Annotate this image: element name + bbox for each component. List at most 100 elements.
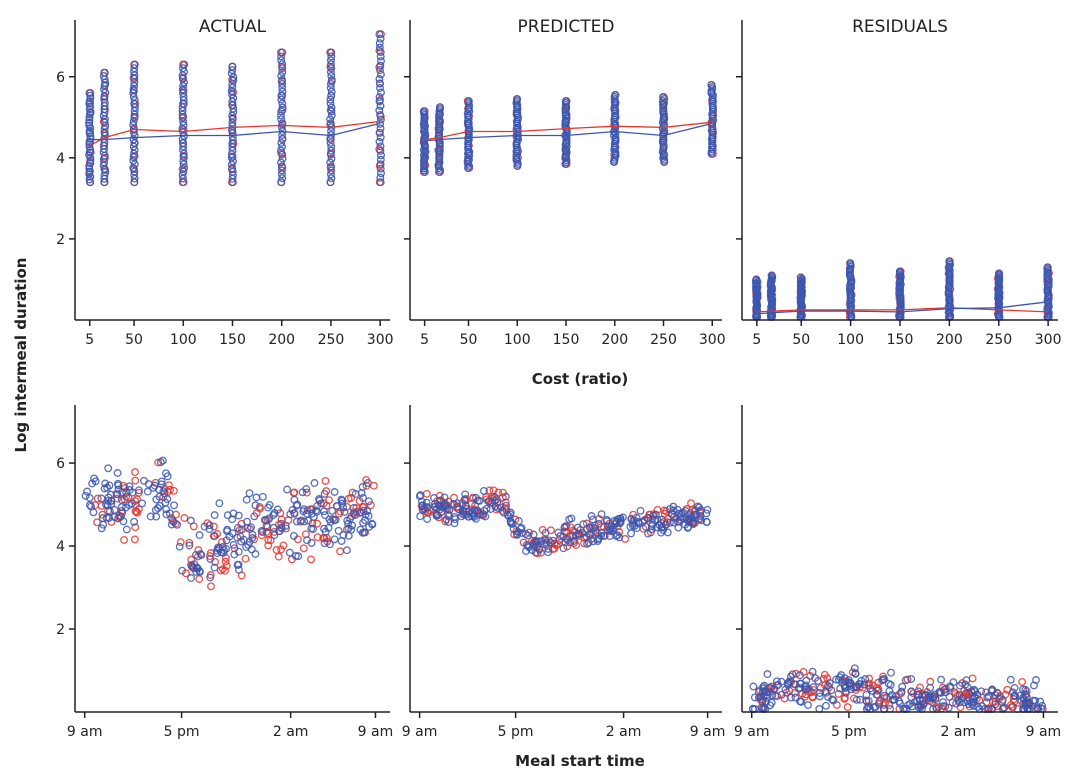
- data-points: [415, 486, 712, 558]
- data-point: [763, 690, 772, 699]
- data-point: [358, 482, 367, 491]
- data-point: [113, 469, 122, 477]
- data-point: [958, 694, 966, 703]
- data-point: [131, 468, 139, 477]
- data-point: [102, 513, 111, 522]
- data-point: [544, 536, 553, 545]
- data-point: [514, 528, 523, 536]
- data-point: [444, 510, 452, 519]
- data-point: [129, 121, 138, 130]
- data-point: [829, 696, 838, 705]
- data-point: [180, 60, 189, 69]
- data-point: [105, 481, 114, 490]
- data-point: [358, 503, 367, 512]
- data-point: [506, 510, 515, 519]
- data-point: [1043, 263, 1052, 272]
- data-point: [149, 483, 158, 492]
- data-point: [344, 519, 353, 528]
- data-point: [117, 503, 126, 512]
- data-point: [197, 551, 206, 560]
- data-point: [152, 512, 161, 521]
- data-point: [85, 89, 94, 97]
- mean-line: [756, 301, 1049, 315]
- data-point: [376, 173, 385, 182]
- data-point: [114, 479, 122, 488]
- data-point: [200, 522, 209, 531]
- data-point: [597, 510, 606, 519]
- mean-line: [424, 122, 713, 142]
- data-point: [223, 525, 232, 534]
- x-tick-label: 5: [420, 332, 429, 348]
- data-point: [85, 99, 94, 108]
- data-point: [549, 536, 558, 545]
- data-point: [277, 123, 286, 132]
- x-tick-label: 300: [1035, 332, 1062, 348]
- data-point: [320, 507, 329, 516]
- data-point: [784, 681, 792, 689]
- data-point: [327, 72, 336, 80]
- data-point: [334, 526, 343, 535]
- data-point: [283, 485, 292, 494]
- data-point: [248, 530, 257, 539]
- x-tick-label: 100: [170, 332, 197, 348]
- data-point: [326, 150, 335, 159]
- data-point: [234, 511, 243, 520]
- data-point: [809, 683, 818, 692]
- x-tick-label: 50: [125, 332, 143, 348]
- data-point: [481, 512, 490, 521]
- data-point: [359, 506, 368, 515]
- x-tick-label: 2 am: [273, 724, 309, 740]
- data-point: [278, 64, 287, 73]
- x-tick-label: 2 am: [941, 724, 977, 740]
- data-point: [921, 690, 930, 699]
- data-point: [277, 545, 286, 554]
- data-point: [85, 113, 94, 122]
- x-tick-label: 9 am: [690, 724, 726, 740]
- x-tick-label: 200: [936, 332, 963, 348]
- data-point: [245, 538, 254, 546]
- data-point: [242, 495, 251, 504]
- data-point: [629, 519, 638, 528]
- data-point: [195, 575, 204, 583]
- data-point: [196, 550, 205, 558]
- data-point: [310, 479, 319, 487]
- data-point: [327, 111, 336, 120]
- panel-top-predicted: PREDICTED 5 50 100 150 200 250 300: [404, 17, 726, 348]
- data-point: [636, 506, 645, 515]
- data-point: [565, 538, 574, 547]
- data-point: [376, 160, 385, 169]
- data-point: [440, 499, 449, 508]
- data-point: [585, 530, 594, 539]
- data-point: [973, 690, 982, 699]
- data-point: [815, 692, 824, 701]
- data-point: [121, 503, 130, 512]
- panel-bottom-actual: 2 4 6 9 am 5 pm 2 am 9 am: [56, 405, 393, 740]
- data-point: [822, 701, 830, 710]
- data-point: [357, 489, 366, 498]
- data-point: [843, 703, 852, 712]
- data-point: [669, 518, 678, 527]
- data-point: [777, 690, 786, 699]
- data-point: [482, 504, 491, 513]
- data-point: [804, 701, 812, 710]
- data-point: [104, 464, 113, 473]
- data-point: [815, 704, 824, 713]
- data-point: [272, 546, 281, 554]
- data-point: [767, 698, 776, 707]
- data-point: [173, 520, 182, 529]
- x-tick-label: 100: [837, 332, 864, 348]
- data-point: [257, 527, 266, 535]
- data-point: [100, 68, 109, 77]
- data-point: [367, 519, 376, 528]
- data-point: [421, 122, 430, 130]
- data-point: [327, 146, 336, 155]
- data-point: [1018, 677, 1027, 686]
- data-point: [321, 476, 330, 485]
- data-point: [433, 511, 442, 520]
- data-point: [277, 95, 286, 104]
- data-point: [209, 522, 218, 531]
- data-point: [326, 115, 335, 124]
- data-point: [376, 142, 385, 151]
- data-point: [530, 542, 538, 551]
